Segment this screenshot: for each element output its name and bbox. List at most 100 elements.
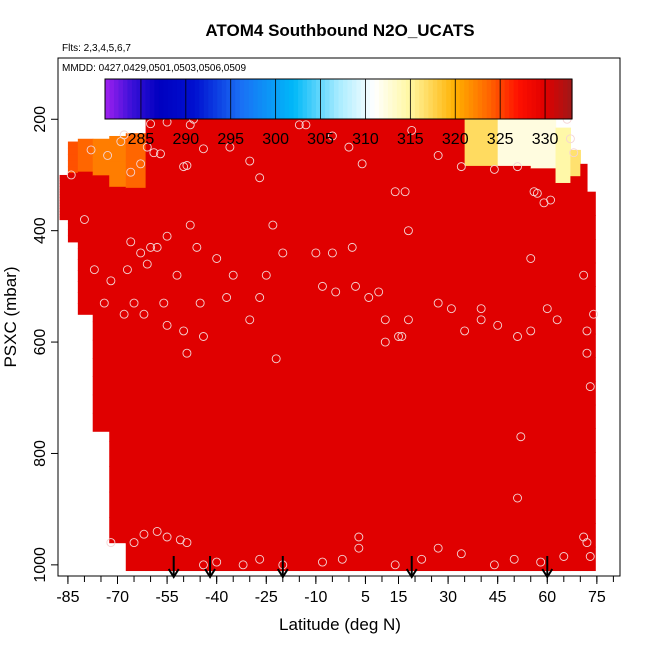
heatmap-cell bbox=[125, 461, 147, 490]
sample-point bbox=[400, 187, 410, 197]
sample-point bbox=[351, 281, 360, 291]
sample-point bbox=[407, 125, 417, 135]
heatmap-cell bbox=[464, 483, 499, 514]
x-tick-label: 15 bbox=[390, 589, 408, 606]
heatmap-cell bbox=[145, 194, 171, 225]
heatmap-cell bbox=[530, 484, 557, 514]
heatmap-cell bbox=[125, 133, 147, 162]
colorbar-segment bbox=[360, 79, 367, 119]
colorbar-segment bbox=[563, 79, 569, 119]
heatmap-cell bbox=[233, 397, 267, 427]
heatmap-cell bbox=[365, 137, 400, 167]
sample-point bbox=[99, 298, 109, 308]
sample-point bbox=[179, 326, 189, 336]
sample-point bbox=[199, 332, 208, 341]
heatmap-cell bbox=[398, 194, 433, 225]
heatmap-cell bbox=[77, 292, 94, 304]
heatmap-cell bbox=[92, 303, 110, 323]
heatmap-cell bbox=[586, 475, 596, 501]
heatmap-cell bbox=[431, 483, 466, 514]
heatmap-cell bbox=[67, 216, 79, 224]
heatmap-cell bbox=[77, 281, 94, 293]
heatmap-cell bbox=[125, 242, 147, 271]
heatmap-cell bbox=[77, 226, 94, 239]
heatmap-cell bbox=[332, 194, 367, 225]
heatmap-cell bbox=[332, 310, 367, 340]
colorbar-tick-label: 320 bbox=[442, 131, 469, 148]
y-tick-label: 200 bbox=[32, 106, 49, 133]
colorbar-segment bbox=[221, 79, 227, 119]
heatmap-cell bbox=[200, 541, 234, 572]
sample-point bbox=[354, 543, 364, 553]
colorbar-segment bbox=[437, 79, 443, 119]
colorbar-segment bbox=[136, 79, 142, 119]
heatmap-cell bbox=[109, 263, 127, 290]
heatmap-cell bbox=[266, 310, 300, 340]
heatmap-cell bbox=[398, 223, 433, 254]
heatmap-cell bbox=[200, 454, 234, 485]
heatmap-cell bbox=[555, 487, 572, 516]
colorbar-segment bbox=[374, 79, 380, 119]
heatmap-cell bbox=[586, 333, 596, 358]
heatmap-cell bbox=[92, 376, 110, 396]
sample-point bbox=[126, 237, 136, 247]
heatmap-cell bbox=[398, 165, 433, 196]
colorbar-segment bbox=[158, 79, 164, 119]
heatmap-cell bbox=[365, 310, 400, 340]
sample-point bbox=[139, 529, 149, 539]
sample-point bbox=[255, 293, 265, 302]
sample-point bbox=[142, 142, 152, 152]
heatmap-cell bbox=[365, 397, 400, 427]
heatmap-cell bbox=[365, 425, 400, 456]
heatmap-cell bbox=[586, 239, 596, 264]
heatmap-cell bbox=[233, 425, 267, 456]
heatmap-cell bbox=[299, 397, 333, 427]
heatmap-cell bbox=[145, 281, 171, 311]
colorbar-segment bbox=[320, 79, 326, 119]
heatmap-cell bbox=[109, 466, 127, 493]
heatmap-cell bbox=[266, 281, 300, 311]
sample-point bbox=[86, 145, 96, 155]
heatmap-cell bbox=[398, 368, 433, 398]
sample-point bbox=[380, 337, 390, 347]
colorbar-segment bbox=[154, 79, 160, 119]
sample-point bbox=[192, 242, 202, 252]
colorbar-segment bbox=[459, 79, 465, 119]
heatmap-cell bbox=[59, 208, 69, 212]
heatmap-cell bbox=[170, 368, 201, 398]
heatmap-cell bbox=[59, 180, 69, 184]
heatmap-cell bbox=[586, 215, 596, 240]
colorbar-segment bbox=[527, 79, 533, 119]
sample-point bbox=[271, 354, 281, 364]
colorbar-segment bbox=[190, 79, 196, 119]
heatmap-cell bbox=[398, 397, 433, 427]
heatmap-cell bbox=[580, 367, 588, 394]
sample-point bbox=[354, 532, 364, 542]
colorbar-segment bbox=[446, 79, 452, 119]
sample-point bbox=[199, 144, 208, 154]
sample-point bbox=[195, 298, 205, 308]
sample-point bbox=[152, 242, 162, 252]
heatmap-cell bbox=[464, 252, 499, 283]
sample-point bbox=[327, 131, 337, 141]
sample-point bbox=[245, 156, 255, 166]
colorbar-segment bbox=[302, 79, 308, 119]
heatmap-cell bbox=[586, 191, 596, 216]
heatmap-cell bbox=[266, 425, 300, 456]
heatmap-cell bbox=[170, 425, 201, 456]
colorbar-segment bbox=[405, 79, 411, 119]
y-axis: 200 400 600 800 1000 bbox=[32, 106, 58, 583]
heatmap-cell bbox=[580, 443, 588, 470]
sample-point bbox=[159, 298, 169, 308]
heatmap-cell bbox=[200, 397, 234, 427]
heatmap-cell bbox=[580, 392, 588, 419]
colorbar-segment bbox=[482, 79, 488, 119]
heatmap-cell bbox=[67, 154, 79, 161]
sample-point bbox=[337, 554, 347, 564]
sample-point bbox=[433, 298, 443, 308]
heatmap-cell bbox=[497, 252, 532, 283]
sample-point bbox=[212, 254, 222, 263]
colorbar-segment bbox=[109, 79, 115, 119]
heatmap-cell bbox=[145, 368, 171, 398]
colorbar-segment bbox=[145, 79, 151, 119]
